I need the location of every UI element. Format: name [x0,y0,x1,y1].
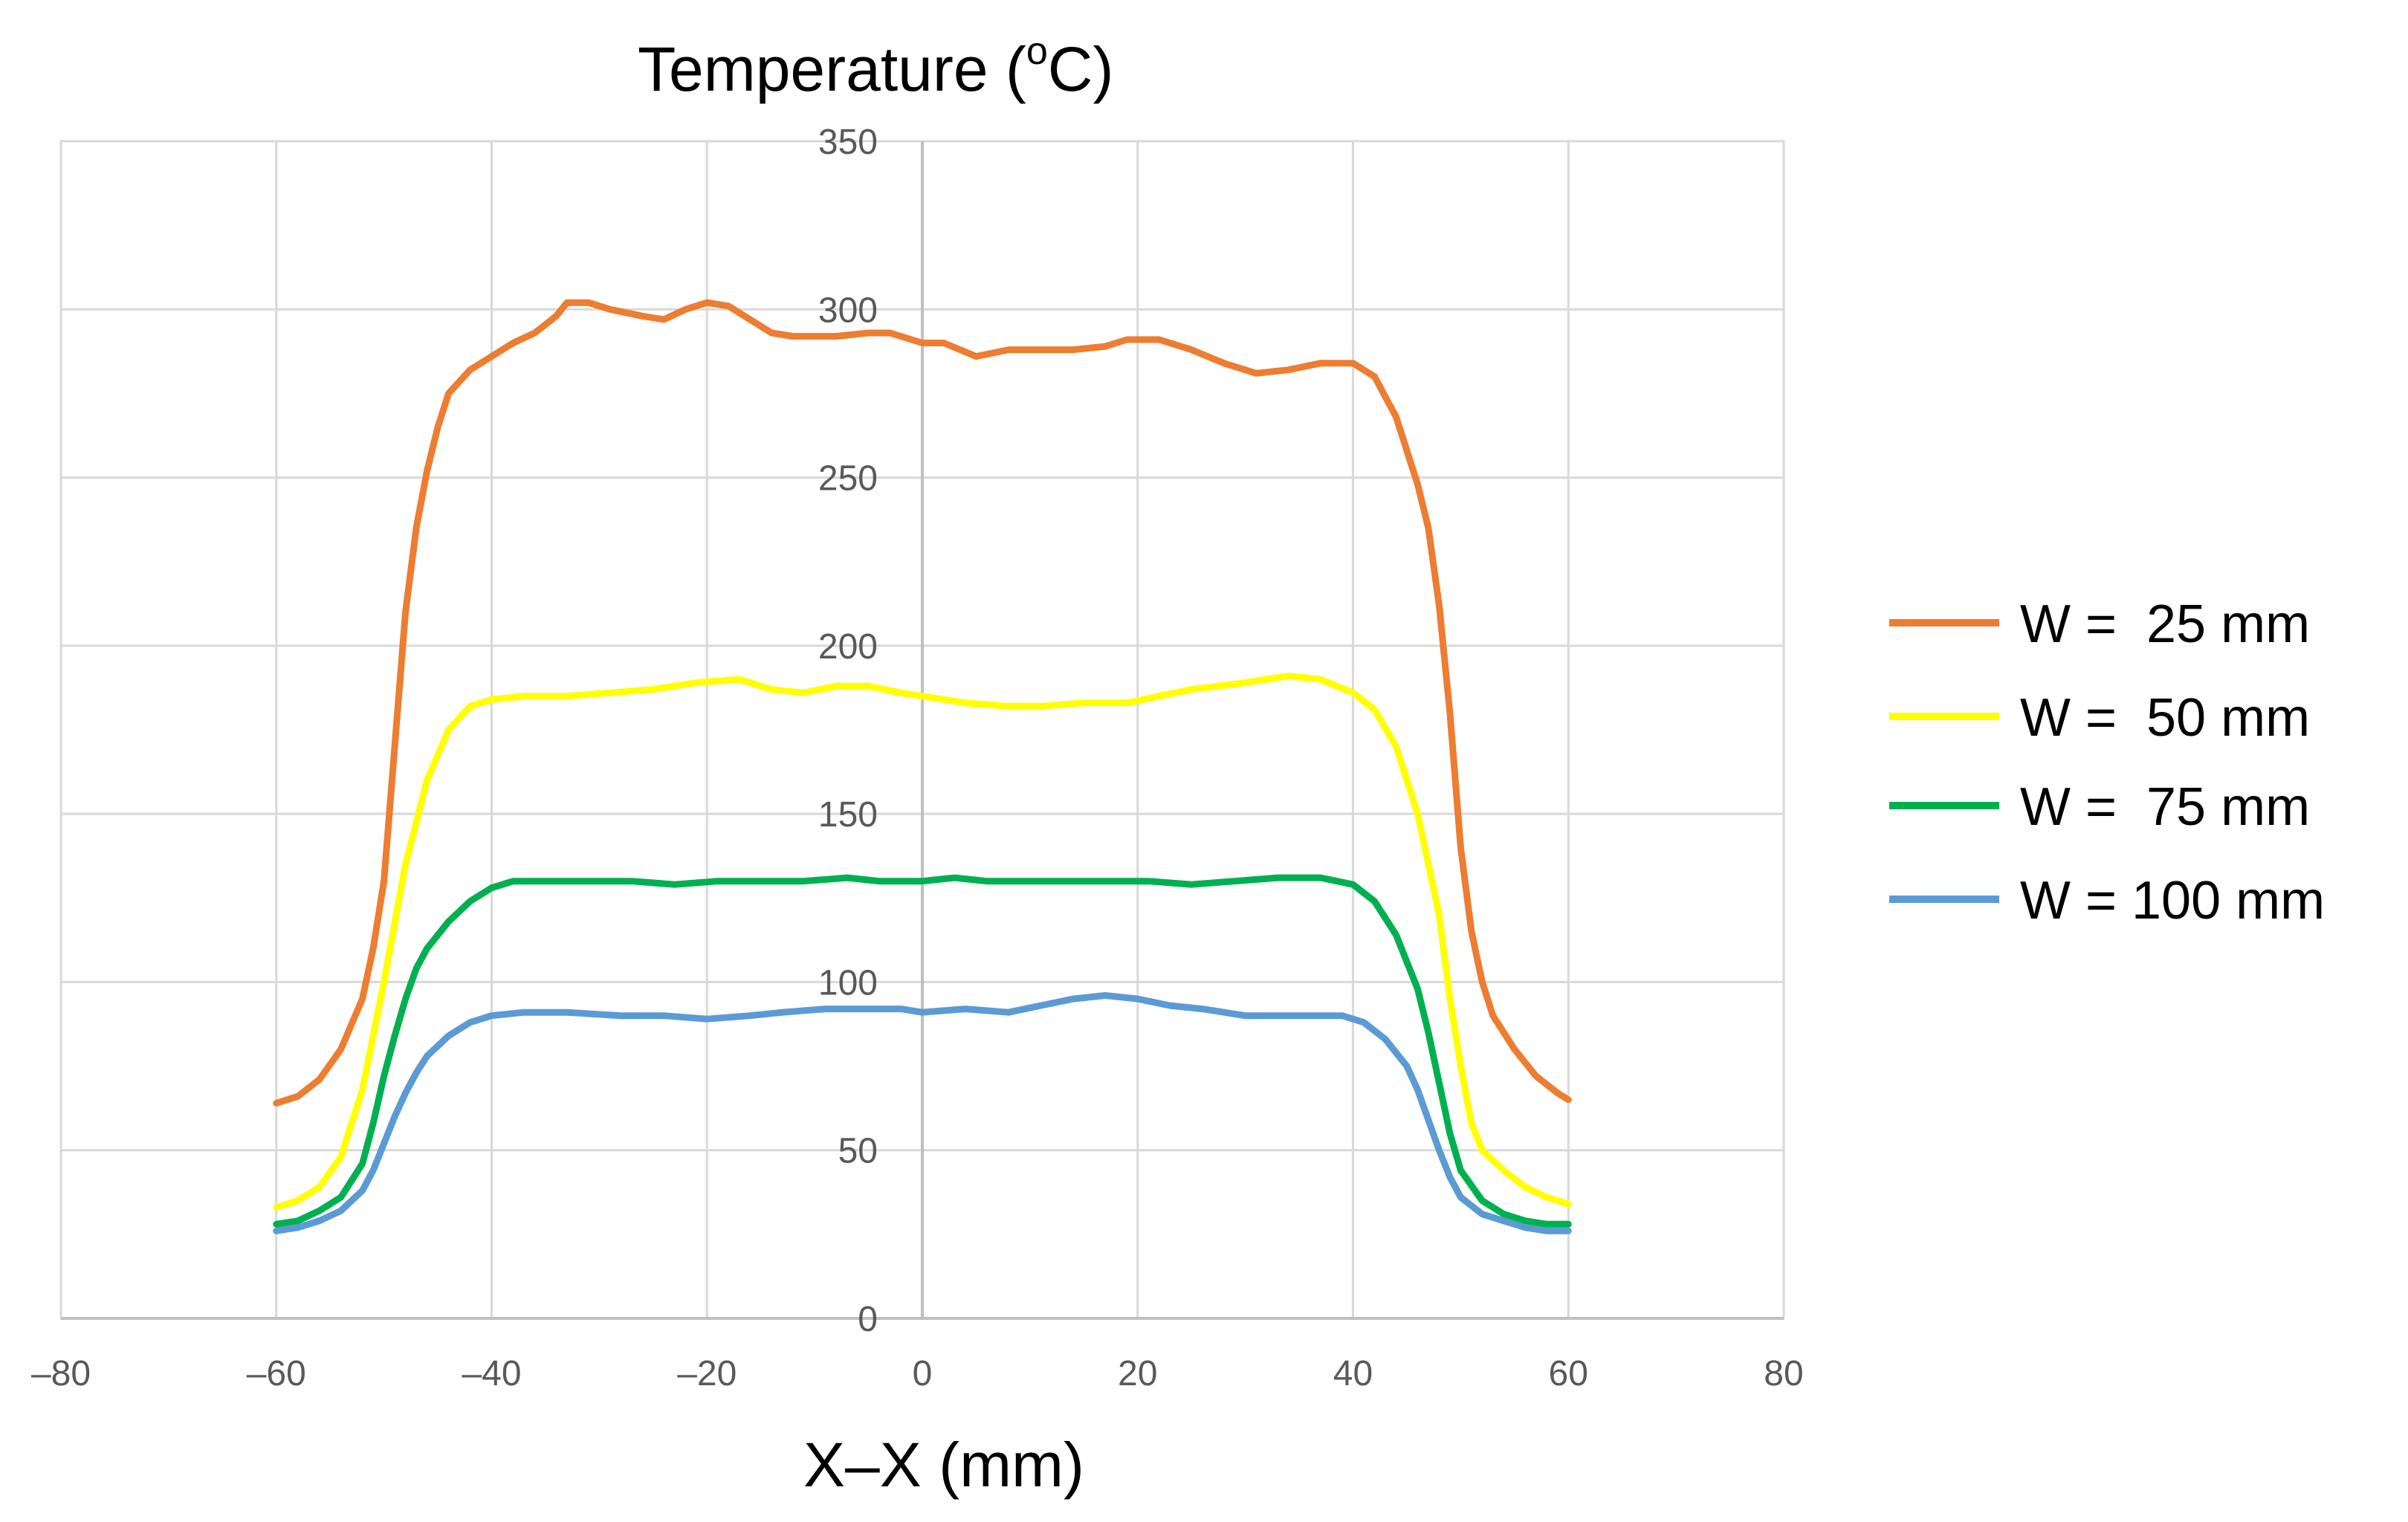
series-line-1 [273,673,1572,1211]
legend-label-w25: W = 25 mm [2020,595,2310,654]
x-axis-title: X–X (mm) [803,1430,1084,1500]
series-line-3 [273,992,1572,1234]
y-tick-label: 250 [818,459,878,499]
legend-label-w50: W = 50 mm [2020,688,2310,748]
y-axis-title-superscript: o [1026,30,1048,73]
y-tick-labels: 0 50 100 150 200 250 300 350 [818,123,878,1339]
legend-label-w75: W = 75 mm [2020,777,2310,837]
y-tick-label: 100 [818,963,878,1003]
y-tick-label: 300 [818,291,878,330]
legend-entry-w25[interactable]: W = 25 mm [1889,595,2310,654]
x-tick-labels: –80 –60 –40 –20 0 20 40 60 80 [31,1354,1804,1393]
series-line-0 [273,299,1572,1107]
y-axis-title-tail: C) [1048,34,1114,104]
x-tick-label: 20 [1118,1354,1157,1393]
series-lines [273,299,1572,1234]
x-tick-label: –40 [462,1354,521,1393]
y-tick-label: 150 [818,795,878,835]
y-tick-label: 0 [858,1300,878,1339]
y-axis-title: Temperature (oC) [638,30,1113,104]
legend: W = 25 mm W = 50 mm W = 75 mm W = 100 mm [1889,595,2325,930]
x-tick-label: 80 [1764,1354,1803,1393]
y-tick-label: 200 [818,627,878,667]
y-tick-label: 350 [818,123,878,162]
series-line-2 [273,874,1572,1228]
y-tick-label: 50 [838,1132,878,1171]
x-tick-label: –60 [247,1354,306,1393]
axes [61,141,1784,1320]
x-tick-label: 0 [913,1354,933,1393]
x-tick-label: –20 [677,1354,737,1393]
legend-entry-w75[interactable]: W = 75 mm [1889,777,2310,837]
x-tick-label: –80 [31,1354,91,1393]
legend-entry-w50[interactable]: W = 50 mm [1889,688,2310,748]
legend-entry-w100[interactable]: W = 100 mm [1889,871,2325,930]
x-tick-label: 60 [1549,1354,1588,1393]
x-tick-label: 40 [1333,1354,1373,1393]
legend-label-w100: W = 100 mm [2020,871,2325,930]
y-axis-title-main: Temperature ( [638,34,1026,104]
